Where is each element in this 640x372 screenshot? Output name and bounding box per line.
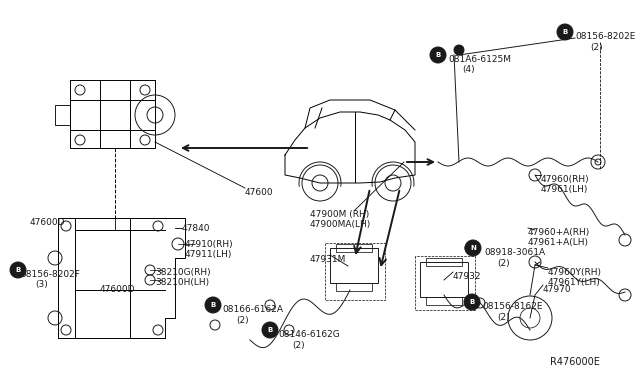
Text: B: B xyxy=(211,302,216,308)
Text: 081A6-6125M: 081A6-6125M xyxy=(448,55,511,64)
Text: 08156-8202E: 08156-8202E xyxy=(575,32,636,41)
Text: 08156-8162E: 08156-8162E xyxy=(482,302,543,311)
Bar xyxy=(420,262,468,297)
Text: 47900M (RH): 47900M (RH) xyxy=(310,210,369,219)
Text: 38210H(LH): 38210H(LH) xyxy=(155,278,209,287)
Bar xyxy=(55,105,70,125)
Text: (2): (2) xyxy=(236,316,248,325)
Text: (2): (2) xyxy=(497,259,509,268)
Text: 08918-3061A: 08918-3061A xyxy=(484,248,545,257)
Text: (4): (4) xyxy=(462,65,475,74)
Text: 47960(RH): 47960(RH) xyxy=(541,175,589,184)
Text: 47600D: 47600D xyxy=(30,218,65,227)
Circle shape xyxy=(262,322,278,338)
Circle shape xyxy=(205,297,221,313)
Text: R476000E: R476000E xyxy=(550,357,600,367)
Text: 08146-6162G: 08146-6162G xyxy=(278,330,340,339)
Circle shape xyxy=(454,45,464,55)
Text: 47931M: 47931M xyxy=(310,255,346,264)
Text: 38210G(RH): 38210G(RH) xyxy=(155,268,211,277)
Circle shape xyxy=(465,240,481,256)
Text: B: B xyxy=(469,299,475,305)
Bar xyxy=(336,244,372,252)
Text: (2): (2) xyxy=(590,43,603,52)
Bar xyxy=(336,283,372,291)
Circle shape xyxy=(10,262,26,278)
Text: (3): (3) xyxy=(35,280,48,289)
Text: 47961(LH): 47961(LH) xyxy=(541,185,588,194)
Circle shape xyxy=(557,24,573,40)
Text: (2): (2) xyxy=(497,313,509,322)
Bar xyxy=(330,248,378,283)
Text: 08156-8202F: 08156-8202F xyxy=(20,270,80,279)
Text: 47900MA(LH): 47900MA(LH) xyxy=(310,220,371,229)
Text: 47600: 47600 xyxy=(245,188,274,197)
Text: 47600D: 47600D xyxy=(100,285,136,294)
Text: B: B xyxy=(435,52,440,58)
Text: 47840: 47840 xyxy=(182,224,211,233)
Text: 47970: 47970 xyxy=(543,285,572,294)
Text: (2): (2) xyxy=(292,341,305,350)
Circle shape xyxy=(464,294,480,310)
Text: B: B xyxy=(563,29,568,35)
Circle shape xyxy=(430,47,446,63)
Bar xyxy=(426,297,462,305)
Bar xyxy=(426,258,462,266)
Text: N: N xyxy=(470,245,476,251)
Text: 47910(RH): 47910(RH) xyxy=(185,240,234,249)
Text: B: B xyxy=(268,327,273,333)
Text: B: B xyxy=(15,267,20,273)
Text: 47961Y(LH): 47961Y(LH) xyxy=(548,278,601,287)
Text: 47932: 47932 xyxy=(453,272,481,281)
Text: 08166-6162A: 08166-6162A xyxy=(222,305,283,314)
Text: 47961+A(LH): 47961+A(LH) xyxy=(528,238,589,247)
Text: 47960Y(RH): 47960Y(RH) xyxy=(548,268,602,277)
Text: 47911(LH): 47911(LH) xyxy=(185,250,232,259)
Text: 47960+A(RH): 47960+A(RH) xyxy=(528,228,590,237)
